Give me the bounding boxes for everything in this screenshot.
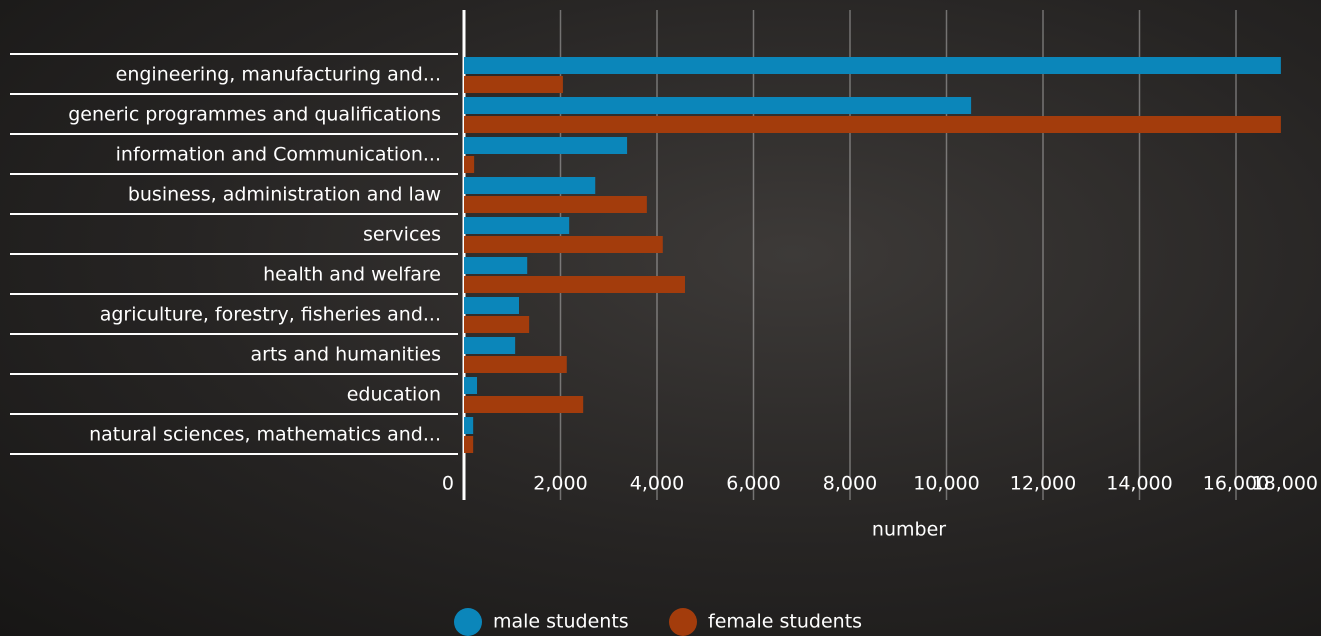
x-tick-label: 12,000 <box>1010 473 1076 495</box>
x-tick-label: 18,000 <box>1252 473 1318 495</box>
bar <box>464 356 567 373</box>
bar <box>464 196 647 213</box>
y-tick-label: generic programmes and qualifications <box>68 104 441 126</box>
bar <box>464 137 628 154</box>
legend-label: male students <box>493 611 629 633</box>
y-tick-label: engineering, manufacturing and... <box>116 64 441 86</box>
y-tick-label: agriculture, forestry, fisheries and... <box>100 304 441 326</box>
bar <box>464 417 474 434</box>
bar <box>464 156 475 173</box>
y-tick-label: business, administration and law <box>128 184 441 206</box>
y-tick-label: information and Communication... <box>116 144 441 166</box>
x-tick-label: 4,000 <box>630 473 684 495</box>
bar <box>464 276 685 293</box>
y-tick-label: services <box>363 224 441 246</box>
bar <box>464 116 1281 133</box>
bar <box>464 177 596 194</box>
legend-label: female students <box>708 611 862 633</box>
x-tick-label: 8,000 <box>823 473 877 495</box>
bar <box>464 217 570 234</box>
bar <box>464 57 1281 74</box>
bar <box>464 316 530 333</box>
x-tick-label: 2,000 <box>533 473 587 495</box>
x-tick-label: 14,000 <box>1106 473 1172 495</box>
legend-swatch <box>669 608 697 636</box>
y-tick-label: arts and humanities <box>250 344 441 366</box>
x-tick-label: 0 <box>442 473 454 495</box>
bar <box>464 377 478 394</box>
bar <box>464 76 563 93</box>
y-tick-label: natural sciences, mathematics and... <box>89 424 441 446</box>
bar <box>464 396 584 413</box>
x-tick-label: 6,000 <box>726 473 780 495</box>
bar <box>464 436 474 453</box>
x-axis-title: number <box>872 519 946 541</box>
bar <box>464 97 972 114</box>
x-tick-label: 10,000 <box>913 473 979 495</box>
bar <box>464 236 663 253</box>
bar <box>464 337 516 354</box>
x-tick-label: 16,000 <box>1203 473 1269 495</box>
legend-swatch <box>454 608 482 636</box>
y-tick-label: health and welfare <box>263 264 441 286</box>
y-tick-label: education <box>347 384 441 406</box>
bar <box>464 297 520 314</box>
bar <box>464 257 528 274</box>
